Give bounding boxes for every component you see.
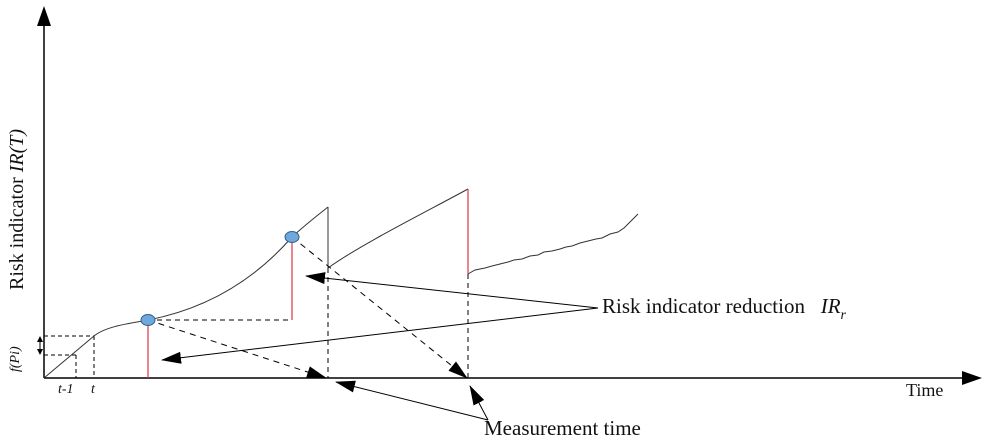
measurement-annotation: Measurement time [484,416,641,440]
projection-2 [291,236,468,379]
reduction-arrow-2 [305,272,599,309]
projection-1 [147,319,327,379]
measurement-arrow-2 [469,385,489,421]
measurement-marker-1 [140,314,156,326]
measurement-marker-2 [284,231,300,243]
tick-t: t [91,382,95,397]
y-axis-arrow [37,6,51,26]
risk-curve-segment-1 [43,206,329,379]
y-axis-label-prefix: Risk indicator [6,172,28,290]
reduction-symbol: IR [820,294,841,318]
y-axis-label-symbol: IR(T) [6,128,28,173]
reduction-subscript: r [840,308,846,323]
tick-t-minus-1: t-1 [58,382,74,397]
f-arrow-up [37,336,43,342]
x-axis-label: Time [906,380,944,400]
y-axis-label: Risk indicator IR(T) [6,129,29,290]
reduction-arrow-1 [161,307,599,364]
f-pi-label: f(Pi) [8,346,23,372]
measurement-arrow-1 [335,380,489,421]
reduction-text: Risk indicator reduction [602,294,805,318]
risk-curve-segment-3 [467,213,639,275]
f-arrow-down [37,349,43,355]
risk-curve-segment-2 [327,188,469,269]
reduction-annotation: Risk indicator reduction IRr [602,294,846,324]
x-axis-arrow [962,371,982,385]
